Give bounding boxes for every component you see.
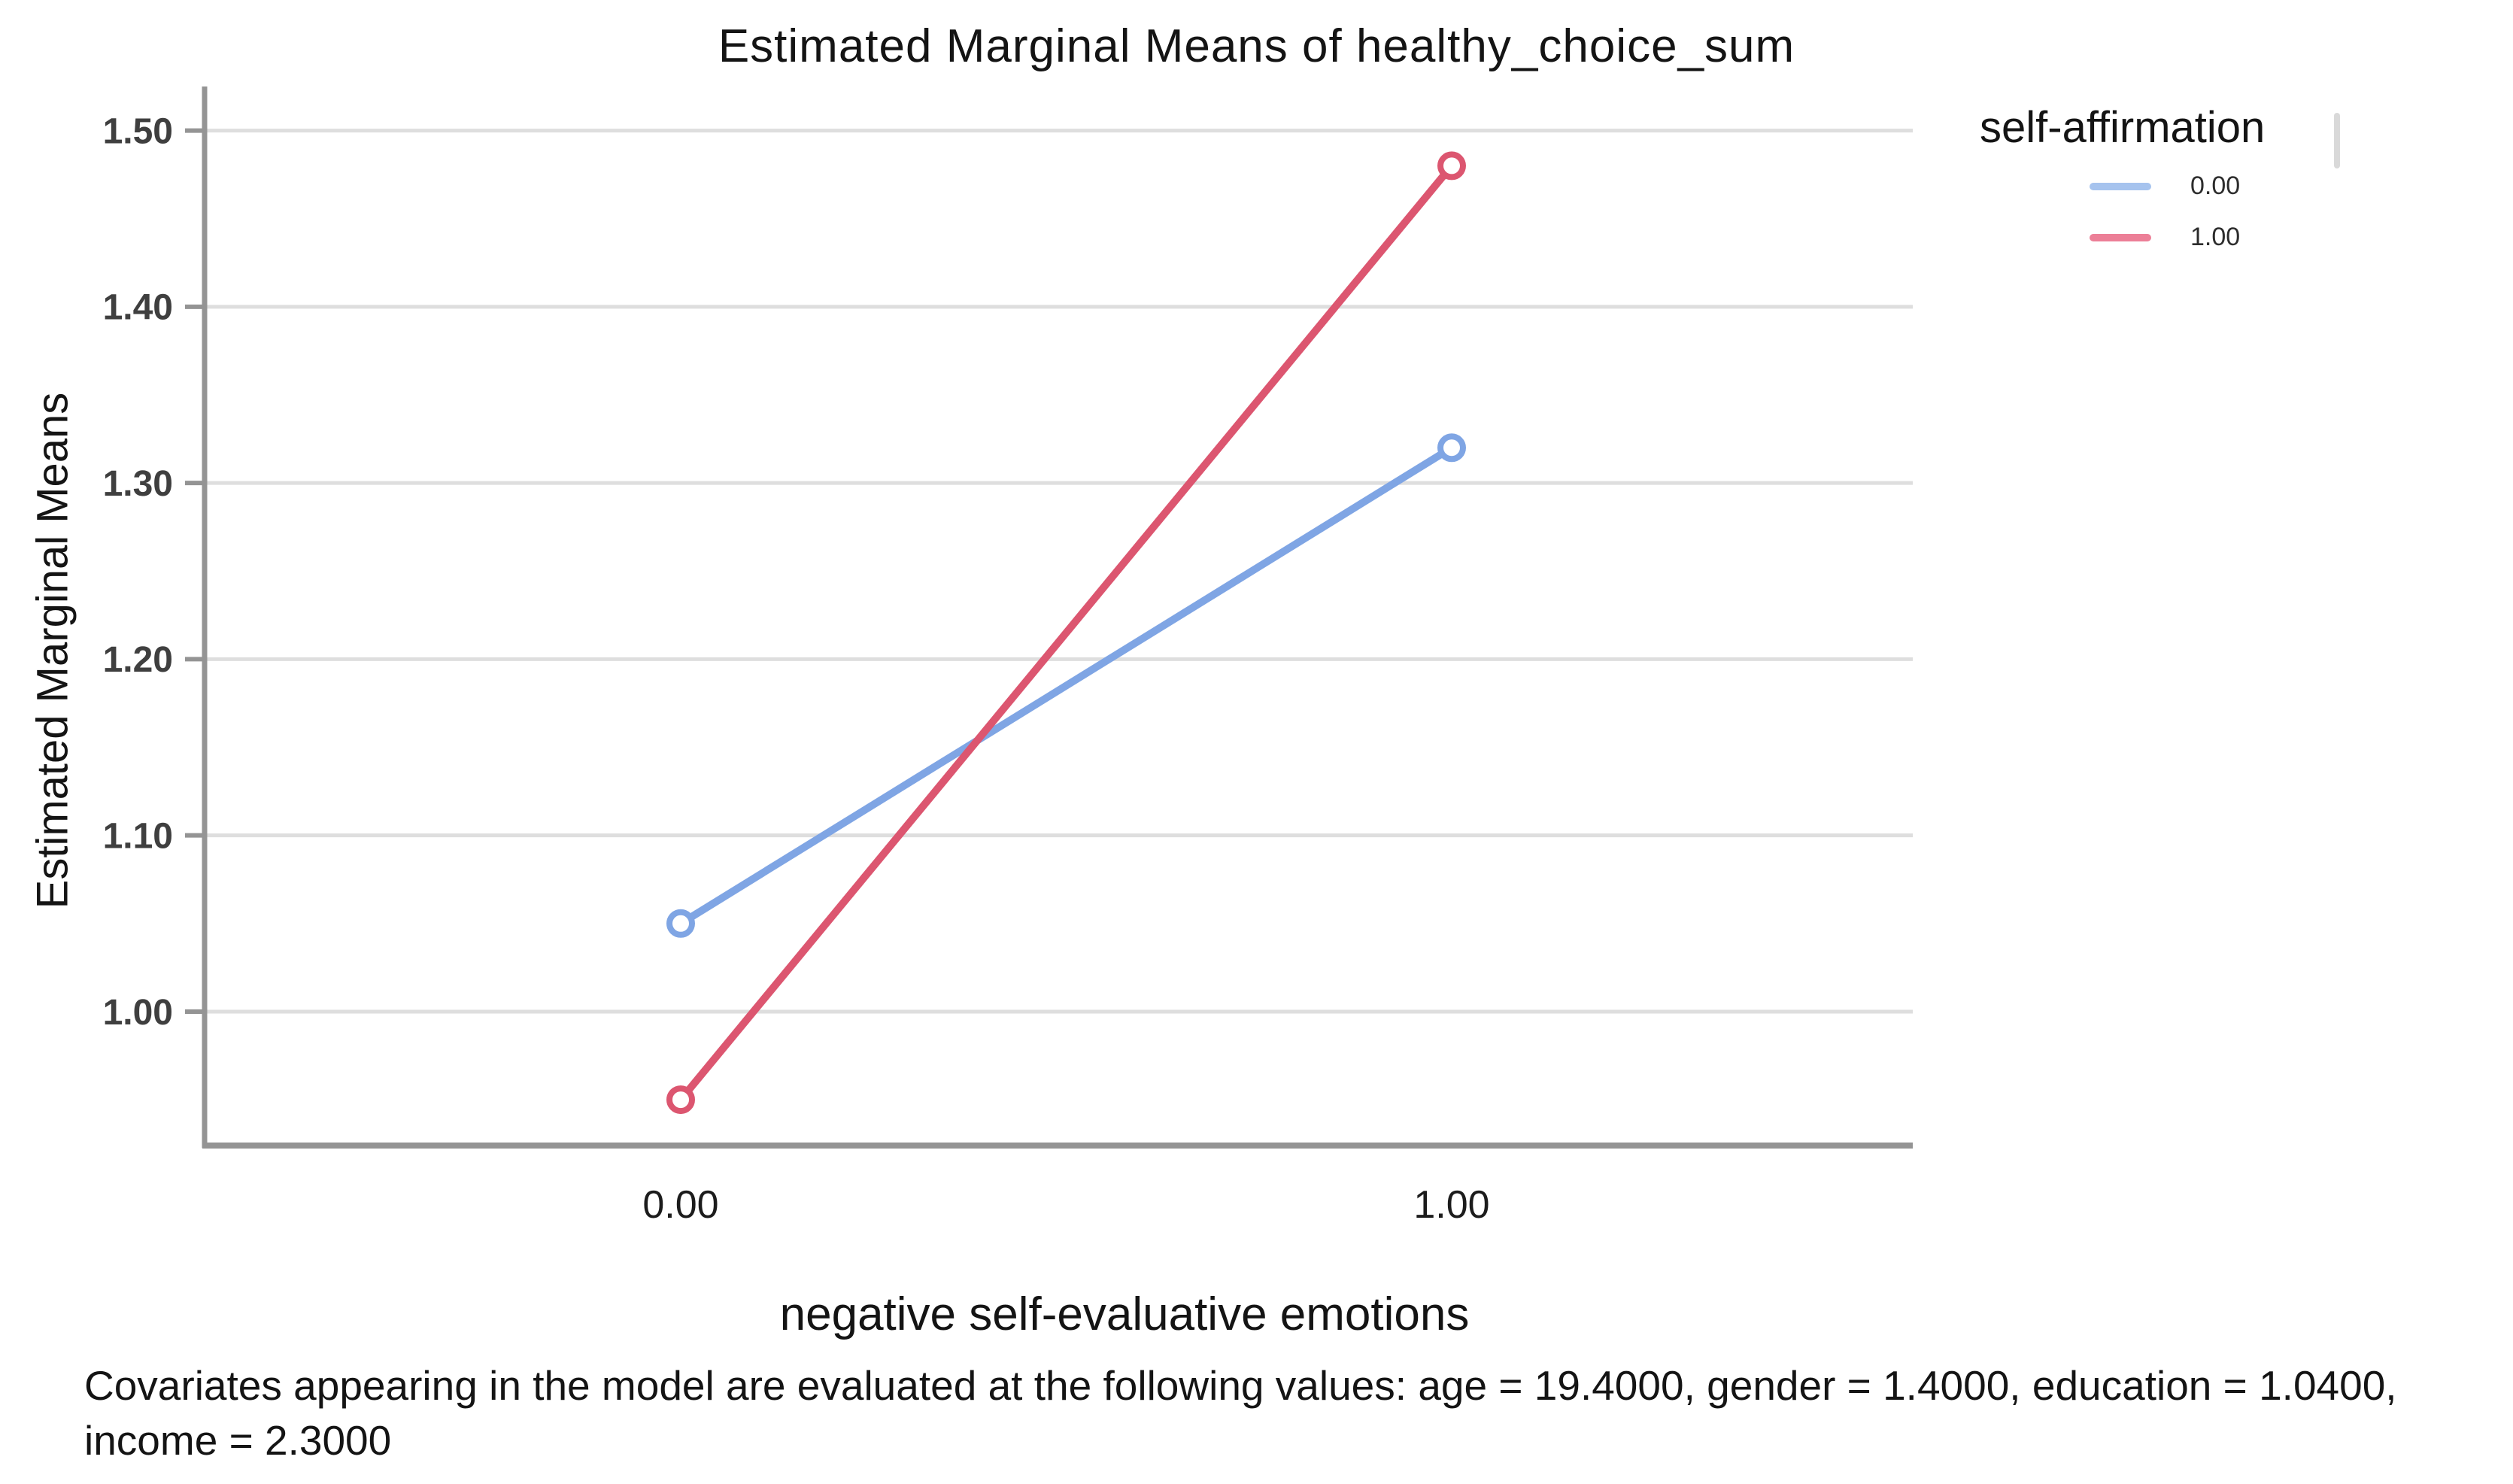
data-point-1.00-x1.00: [1437, 151, 1466, 181]
y-tick-label: 1.40: [103, 288, 173, 328]
legend-entry-1.00: 1.00: [1980, 221, 2265, 254]
data-point-1.00-x0.00: [666, 1085, 695, 1115]
legend-entry-0.00: 0.00: [1980, 170, 2265, 203]
legend-title: self-affirmation: [1980, 103, 2266, 152]
series-line-1.00: [677, 162, 1455, 1104]
y-tick-label: 1.10: [103, 816, 173, 856]
legend-swatch: [2090, 182, 2151, 190]
data-point-0.00-x0.00: [666, 909, 695, 938]
y-axis-title: Estimated Marginal Means: [28, 392, 77, 909]
y-tick-label: 1.00: [103, 993, 173, 1033]
window-edge-artifact: [2334, 113, 2340, 168]
x-axis-title: negative self-evaluative emotions: [779, 1288, 1470, 1340]
legend-entries: 0.00 1.00: [1980, 170, 2265, 254]
y-tick-label: 1.20: [103, 640, 173, 680]
x-tick-label: 0.00: [642, 1183, 718, 1227]
data-point-0.00-x1.00: [1437, 433, 1466, 463]
chart-title: Estimated Marginal Means of healthy_choi…: [718, 20, 1795, 72]
y-tick-label: 1.50: [103, 111, 173, 151]
covariates-footnote: Covariates appearing in the model are ev…: [84, 1362, 2397, 1464]
legend-entry-label: 1.00: [2190, 223, 2241, 252]
legend: self-affirmation 0.00 1.00: [1980, 104, 2265, 254]
x-tick-label: 1.00: [1413, 1183, 1489, 1227]
legend-swatch: [2090, 233, 2151, 241]
series-line-0.00: [677, 444, 1455, 927]
legend-entry-label: 0.00: [2190, 171, 2241, 201]
y-tick-label: 1.30: [103, 464, 173, 504]
